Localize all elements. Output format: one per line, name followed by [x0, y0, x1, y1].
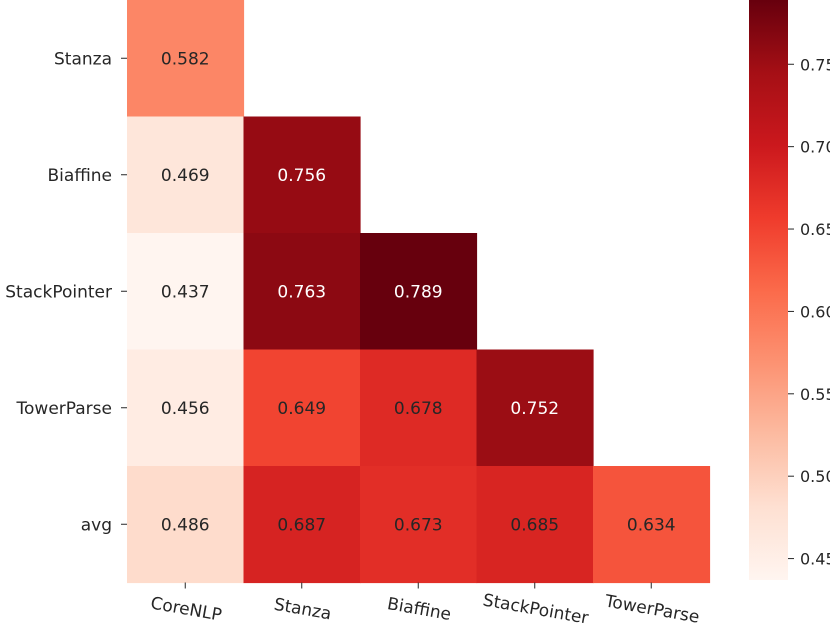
x-label-towerparse: TowerParse — [602, 591, 700, 627]
cell-value-label: 0.634 — [627, 515, 676, 535]
y-label-stanza: Stanza — [54, 49, 112, 69]
y-label-avg: avg — [81, 515, 112, 535]
cell-value-label: 0.486 — [161, 515, 210, 535]
colorbar-gradient — [749, 0, 788, 580]
cell-value-label: 0.789 — [394, 282, 443, 302]
x-label-biaffine: Biaffine — [386, 594, 453, 625]
cell-stackpointer-biaffine — [360, 233, 478, 351]
cell-avg-corenlp — [127, 466, 245, 584]
x-label-stackpointer: StackPointer — [481, 590, 590, 628]
colorbar-tick-label: 0.50 — [800, 467, 830, 486]
cell-value-label: 0.673 — [394, 515, 443, 535]
colorbar-tick-label: 0.45 — [800, 550, 830, 569]
cell-towerparse-biaffine — [360, 349, 478, 467]
cell-value-label: 0.437 — [161, 282, 210, 302]
cell-value-label: 0.687 — [277, 515, 326, 535]
cell-avg-biaffine — [360, 466, 478, 584]
cell-avg-towerparse — [593, 466, 711, 584]
y-axis-labels: Stanza Biaffine StackPointer TowerParse avg — [5, 49, 127, 535]
cell-value-label: 0.685 — [510, 515, 559, 535]
cell-value-label: 0.649 — [277, 399, 326, 419]
cell-value-label: 0.763 — [277, 282, 326, 302]
cell-stackpointer-corenlp — [127, 233, 245, 351]
cell-biaffine-corenlp — [127, 116, 245, 234]
colorbar-tick-label: 0.60 — [800, 302, 830, 321]
cell-avg-stackpointer — [476, 466, 594, 584]
cell-value-label: 0.678 — [394, 399, 443, 419]
cell-stanza-corenlp — [127, 0, 245, 118]
cell-towerparse-stackpointer — [476, 349, 594, 467]
cell-avg-stanza — [243, 466, 361, 584]
cell-value-label: 0.752 — [510, 399, 559, 419]
cell-value-label: 0.582 — [161, 49, 210, 69]
colorbar: 0.45 0.50 0.55 0.60 0.65 0.70 0.75 — [749, 0, 830, 580]
colorbar-tick-label: 0.70 — [800, 138, 830, 157]
cell-value-label: 0.456 — [161, 399, 210, 419]
colorbar-tick-label: 0.75 — [800, 55, 830, 74]
y-label-towerparse: TowerParse — [16, 399, 112, 419]
cell-biaffine-stanza — [243, 116, 361, 234]
x-axis-labels: CoreNLP Stanza Biaffine StackPointer TowerPa… — [149, 582, 701, 629]
x-label-stanza: Stanza — [272, 595, 333, 625]
y-label-biaffine: Biaffine — [48, 166, 112, 186]
cell-towerparse-stanza — [243, 349, 361, 467]
colorbar-tick-label: 0.65 — [800, 220, 830, 239]
cell-value-label: 0.756 — [277, 166, 326, 186]
colorbar-tick-label: 0.55 — [800, 385, 830, 404]
heatmap-cells: 0.582 0.469 0.756 0.437 0.763 0.789 0.456 0.649… — [127, 0, 711, 584]
cell-value-label: 0.469 — [161, 166, 210, 186]
y-label-stackpointer: StackPointer — [5, 282, 112, 302]
cell-stackpointer-stanza — [243, 233, 361, 351]
x-label-corenlp: CoreNLP — [149, 593, 223, 625]
cell-towerparse-corenlp — [127, 349, 245, 467]
